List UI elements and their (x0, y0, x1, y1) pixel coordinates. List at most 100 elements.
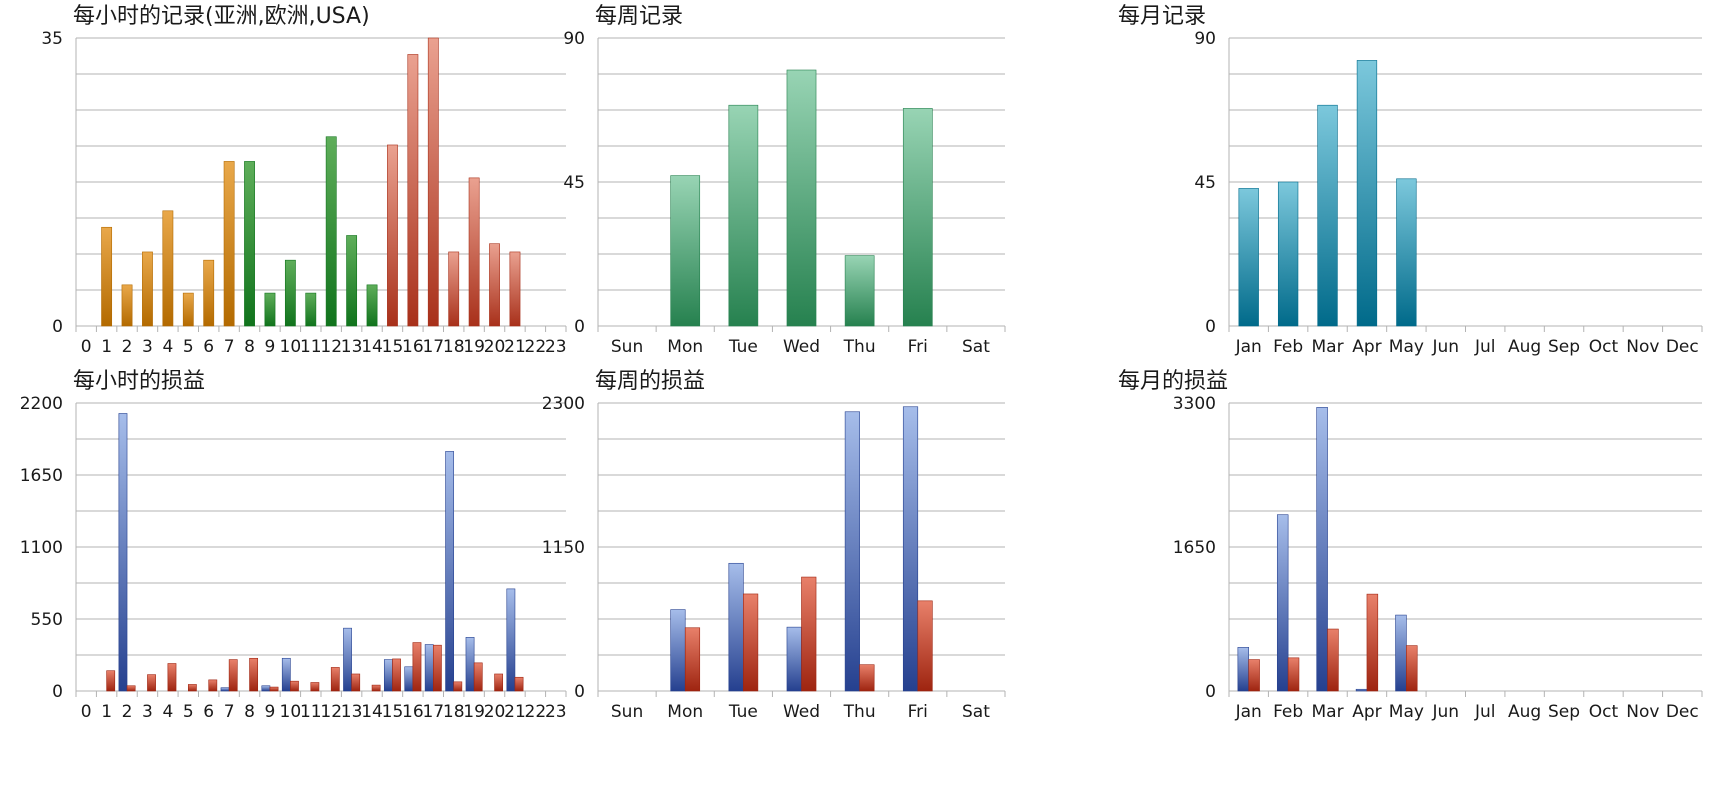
x-tick-label: Wed (783, 337, 820, 357)
bar (142, 251, 153, 327)
bar (351, 673, 361, 692)
x-tick-label: 4 (162, 702, 173, 722)
bar (473, 662, 483, 692)
bar (182, 292, 194, 327)
bar (670, 609, 686, 692)
x-tick-label: 8 (244, 702, 255, 722)
x-tick-label: Jan (1235, 702, 1262, 722)
x-tick-label: Jul (1474, 702, 1496, 722)
y-tick-label: 1650 (20, 466, 63, 486)
y-tick-label: 0 (1205, 682, 1216, 702)
bar (1396, 178, 1417, 327)
bar (118, 413, 128, 692)
x-tick-label: 5 (183, 702, 194, 722)
y-tick-label: 35 (41, 29, 63, 49)
bar (844, 255, 875, 327)
x-tick-label: 12 (320, 702, 342, 722)
y-tick-label: 1100 (20, 538, 63, 558)
bar (223, 161, 235, 327)
bar (1406, 645, 1418, 692)
x-tick-label: 16 (402, 702, 424, 722)
bar (424, 644, 434, 692)
bar (290, 680, 299, 692)
x-tick-label: 21 (504, 337, 526, 357)
bar (284, 259, 296, 327)
x-tick-label: 6 (203, 337, 214, 357)
x-tick-label: Mon (667, 337, 703, 357)
bar (489, 243, 500, 327)
x-tick-label: Sep (1548, 337, 1580, 357)
y-tick-label: 3300 (1173, 394, 1216, 414)
bar (917, 600, 933, 692)
bar (448, 251, 460, 327)
y-tick-label: 90 (563, 29, 585, 49)
x-tick-label: 0 (81, 702, 92, 722)
bar (1277, 181, 1299, 327)
monthly-records-chart: 每月记录 0 45 90 Jan Feb Mar Apr May Jun Jul Aug Sep Oct N… (1118, 0, 1720, 400)
x-tick-label: 8 (244, 337, 255, 357)
bar (310, 682, 320, 692)
bar (346, 235, 358, 327)
x-tick-label: 17 (422, 337, 444, 357)
bar (325, 136, 337, 327)
x-tick-label: Fri (908, 337, 928, 357)
bar (743, 593, 759, 692)
hourly-pnl-chart: 每小时的损益 0 550 1100 1650 2200 0 1 2 3 4 5 6 7 8 9 10 11 12 13… (0, 365, 570, 765)
x-tick-label: Jan (1235, 337, 1262, 357)
bar (269, 686, 279, 692)
x-tick-label: 2 (122, 702, 133, 722)
x-tick-label: 11 (300, 702, 322, 722)
x-tick-label: 17 (422, 702, 444, 722)
x-tick-label: Mar (1312, 702, 1344, 722)
x-tick-label: 23 (545, 337, 567, 357)
x-tick-label: Sun (611, 337, 643, 357)
x-tick-label: 10 (280, 702, 302, 722)
x-tick-label: Apr (1352, 337, 1381, 357)
x-tick-label: 15 (382, 702, 404, 722)
bar (1317, 104, 1338, 327)
bar (187, 684, 197, 692)
y-tick-label: 0 (52, 317, 63, 337)
x-tick-label: Wed (783, 702, 820, 722)
x-tick-label: Jun (1432, 337, 1460, 357)
bar (1356, 60, 1378, 327)
bar (244, 161, 255, 327)
bar (407, 54, 419, 327)
bar (1355, 688, 1368, 692)
bar (147, 674, 156, 692)
x-tick-label: 9 (265, 337, 276, 357)
bar (728, 562, 744, 692)
bar (126, 685, 136, 692)
x-tick-label: Aug (1508, 702, 1541, 722)
bar (203, 259, 215, 327)
bar (1316, 407, 1328, 692)
bar (261, 685, 271, 692)
x-tick-label: 7 (224, 702, 235, 722)
x-tick-label: Tue (728, 702, 758, 722)
hourly-pnl-title: 每小时的损益 (73, 369, 206, 394)
x-tick-label: 19 (463, 702, 485, 722)
x-tick-label: Oct (1589, 337, 1619, 357)
x-tick-label: 15 (382, 337, 404, 357)
monthly-pnl-chart: 每月的损益 0 1650 3300 Jan Feb Mar Apr May Jun Jul Aug Se… (1118, 365, 1720, 765)
bar (453, 681, 463, 692)
bar (387, 144, 398, 327)
bar (220, 687, 230, 692)
bar (392, 658, 401, 692)
bar (343, 627, 352, 692)
weekly-pnl-plot: 0 1150 2300 Sun Mon Tue Wed Thu Fri Sat (542, 394, 1006, 722)
x-tick-label: 1 (101, 702, 112, 722)
bar (1276, 514, 1289, 692)
x-tick-label: Oct (1589, 702, 1619, 722)
bar (801, 576, 817, 692)
x-tick-label: Feb (1273, 337, 1303, 357)
x-tick-label: 19 (463, 337, 485, 357)
x-tick-label: Sep (1548, 702, 1580, 722)
x-tick-label: Apr (1352, 702, 1381, 722)
monthly-records-plot: 0 45 90 Jan Feb Mar Apr May Jun Jul Aug Sep Oct Nov De… (1194, 29, 1703, 357)
bar (305, 292, 317, 327)
bar (1248, 659, 1260, 692)
bar (264, 292, 276, 327)
x-tick-label: 4 (162, 337, 173, 357)
bar (412, 642, 422, 692)
